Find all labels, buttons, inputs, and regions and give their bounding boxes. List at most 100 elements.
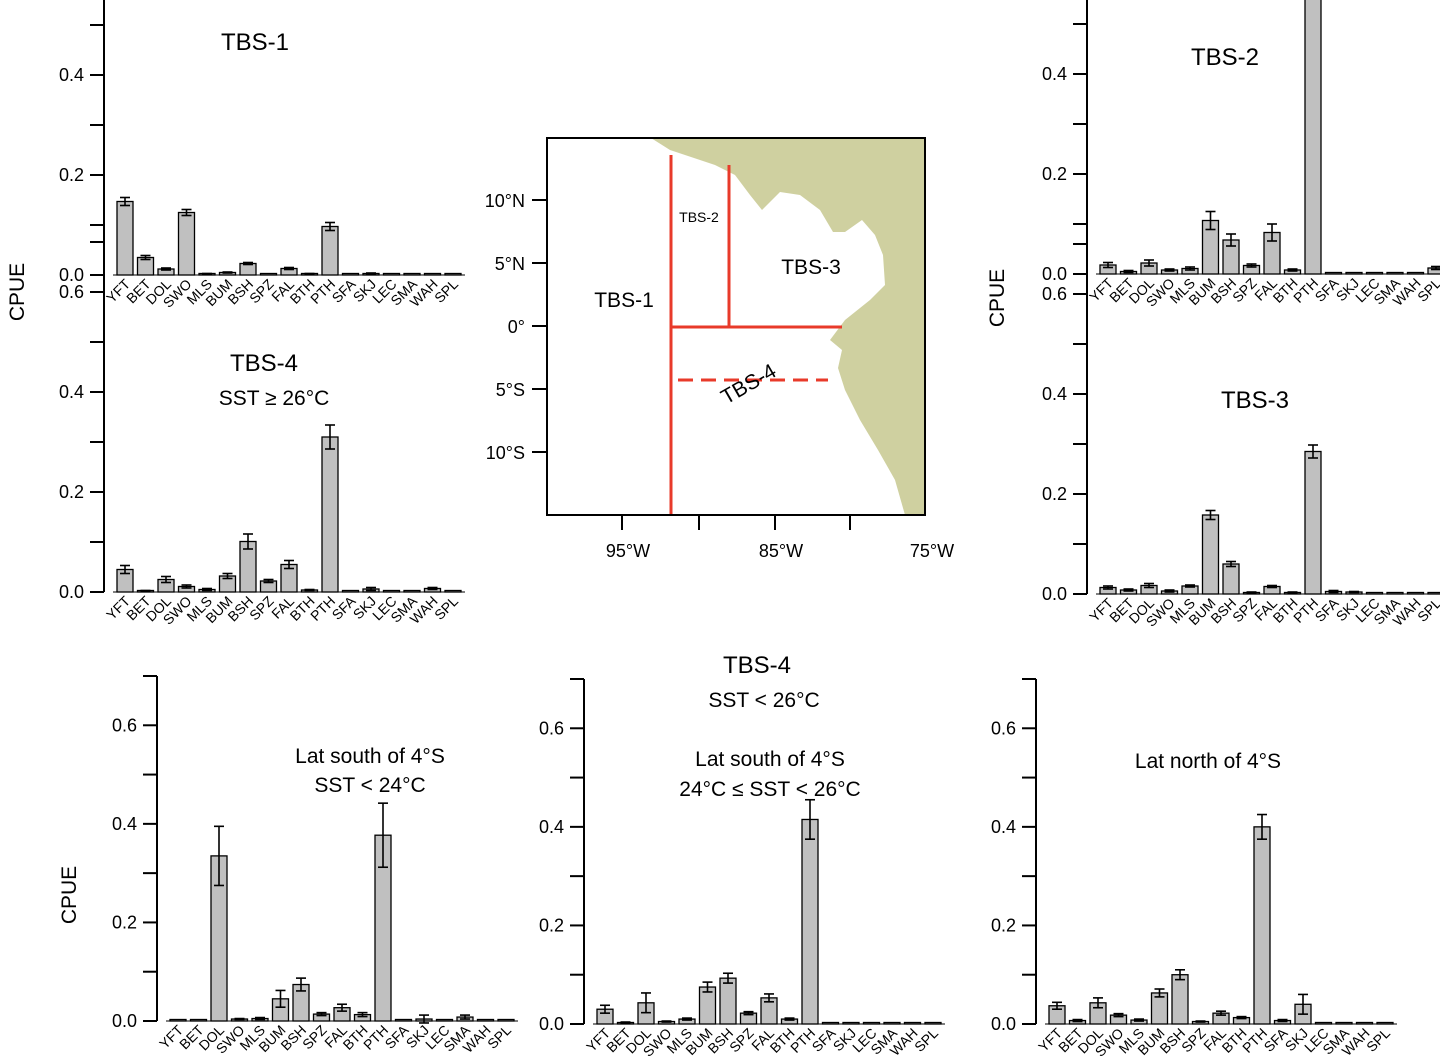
y-tick-label: 0.2: [991, 915, 1016, 935]
map-panel: 10°N 5°N 0° 5°S 10°S 95°W 85°W 75°W TBS-…: [485, 137, 954, 561]
y-tick-label: 0.6: [991, 718, 1016, 738]
bar-WAH: [423, 272, 442, 276]
bar-PTH: [321, 436, 339, 593]
bar-SFA: [341, 589, 360, 593]
y-tick-label: 0.6: [59, 282, 84, 302]
bar-SFA: [1324, 271, 1343, 275]
map-region-tbs4: TBS-4: [717, 359, 780, 409]
bar-SMA: [883, 1021, 901, 1025]
bar-BET: [189, 1018, 208, 1022]
bar-SKJ: [842, 1021, 860, 1025]
map-lon-label-85w: 85°W: [759, 541, 803, 561]
bar-SPL: [1376, 1021, 1394, 1025]
y-tick-label: 0.2: [1042, 484, 1067, 504]
bar-WAH: [1355, 1021, 1374, 1025]
panel-title: Lat south of 4°S: [295, 745, 445, 768]
bar-PTH: [1304, 0, 1322, 275]
y-tick-label: 0.4: [59, 65, 84, 85]
bar-panel-1: 0.00.20.40.6YFTBETDOLSWOMLSBUMBSHSPZFALB…: [59, 0, 465, 311]
x-tick-label-SPL: SPL: [1414, 275, 1440, 305]
x-tick-label-SPL: SPL: [911, 1025, 941, 1055]
panel-subtitle: 24°C ≤ SST < 26°C: [679, 778, 860, 801]
map-lat-ticks: [532, 199, 547, 453]
bottom-heading-title: TBS-4: [723, 652, 791, 679]
bar-SFA: [341, 272, 360, 276]
y-tick-label: 0.2: [539, 915, 564, 935]
bar-YFT: [169, 1018, 187, 1022]
bar-WAH: [903, 1021, 922, 1025]
bar-panel-7: 0.00.20.40.6YFTBETDOLSWOMLSBUMBSHSPZFALB…: [991, 678, 1397, 1059]
y-tick-label: 0.0: [112, 1011, 137, 1031]
panel-title: Lat north of 4°S: [1135, 750, 1281, 773]
ylabel-bottom-left: CPUE: [58, 866, 81, 924]
panel-subtitle: SST < 24°C: [314, 774, 425, 797]
bottom-heading-subtitle: SST < 26°C: [708, 689, 819, 712]
y-tick-label: 0.4: [59, 382, 84, 402]
bar-BSH: [719, 977, 737, 1025]
map-lon-label-75w: 75°W: [910, 541, 954, 561]
map-region-tbs3: TBS-3: [781, 256, 841, 279]
map-lat-label-5n: 5°N: [495, 254, 525, 274]
y-tick-label: 0.0: [539, 1014, 564, 1034]
y-tick-label: 0.2: [1042, 164, 1067, 184]
bar-PTH: [1253, 826, 1271, 1025]
y-tick-label: 0.4: [1042, 384, 1067, 404]
map-lat-label-0: 0°: [508, 317, 525, 337]
bar-BUM: [1201, 514, 1220, 595]
bar-WAH: [1406, 271, 1425, 275]
map-lat-label-10n: 10°N: [485, 191, 525, 211]
y-tick-label: 0.6: [539, 718, 564, 738]
land-mass: [651, 138, 925, 515]
map-region-tbs1: TBS-1: [594, 289, 654, 312]
y-tick-label: 0.0: [1042, 584, 1067, 604]
bar-BSH: [1171, 974, 1189, 1025]
bar-LEC: [1365, 271, 1384, 275]
bar-LEC: [1314, 1021, 1333, 1025]
y-tick-label: 0.4: [1042, 64, 1067, 84]
ylabel-top-right: CPUE: [986, 269, 1009, 327]
bar-SWO: [177, 211, 196, 276]
bar-PTH: [801, 818, 819, 1025]
y-tick-label: 0.4: [991, 817, 1016, 837]
y-tick-label: 0.2: [59, 482, 84, 502]
bar-LEC: [435, 1018, 454, 1022]
bar-panel-2: 0.00.20.40.6YFTBETDOLSWOMLSBUMBSHSPZFALB…: [1042, 0, 1440, 310]
bar-panel-6: 0.00.20.40.6YFTBETDOLSWOMLSBUMBSHSPZFALB…: [539, 678, 945, 1059]
bar-LEC: [1365, 591, 1384, 595]
y-tick-label: 0.0: [59, 582, 84, 602]
ylabel-top-left: CPUE: [6, 263, 29, 321]
bar-SPL: [444, 589, 462, 593]
bar-SPL: [444, 272, 462, 276]
bar-SMA: [1386, 271, 1404, 275]
panel-title: TBS-3: [1221, 387, 1289, 414]
bar-SFA: [394, 1018, 413, 1022]
y-tick-label: 0.0: [1042, 264, 1067, 284]
bar-SMA: [1335, 1021, 1353, 1025]
y-tick-label: 0.4: [112, 814, 137, 834]
map-lon-label-95w: 95°W: [606, 541, 650, 561]
y-tick-label: 0.0: [59, 265, 84, 285]
y-tick-label: 0.4: [539, 817, 564, 837]
y-tick-label: 0.6: [1042, 284, 1067, 304]
panel-title: TBS-1: [221, 29, 289, 56]
map-lon-ticks: [621, 515, 851, 530]
bar-panel-3: 0.00.20.40.6YFTBETDOLSWOMLSBUMBSHSPZFALB…: [59, 241, 465, 628]
panel-title: Lat south of 4°S: [695, 748, 845, 771]
bar-SPL: [924, 1021, 942, 1025]
bar-WAH: [1406, 591, 1425, 595]
y-tick-label: 0.0: [991, 1014, 1016, 1034]
map-region-tbs2: TBS-2: [679, 209, 719, 225]
x-tick-label-SPL: SPL: [484, 1022, 514, 1052]
bar-YFT: [116, 200, 134, 276]
map-lat-label-5s: 5°S: [496, 380, 525, 400]
bar-LEC: [382, 272, 401, 276]
x-tick-label-SPL: SPL: [431, 276, 461, 306]
bar-LEC: [862, 1021, 881, 1025]
bar-BSH: [1222, 563, 1240, 595]
bar-WAH: [476, 1018, 495, 1022]
bar-LEC: [382, 589, 401, 593]
y-tick-label: 0.6: [112, 715, 137, 735]
y-tick-label: 0.2: [112, 912, 137, 932]
y-tick-label: 0.2: [59, 165, 84, 185]
